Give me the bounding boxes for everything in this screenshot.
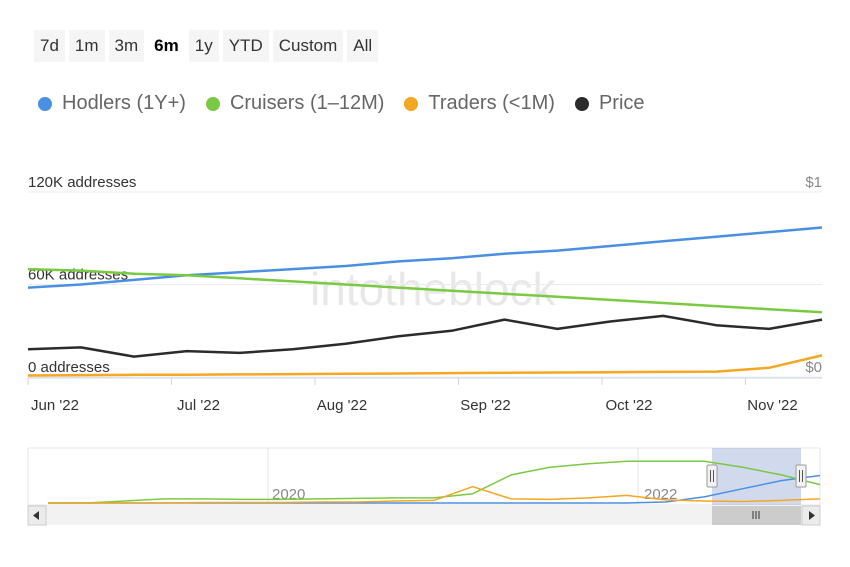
y-left-tick-label: 0 addresses bbox=[28, 359, 110, 376]
range-button-custom[interactable]: Custom bbox=[272, 30, 344, 62]
range-button-1m[interactable]: 1m bbox=[68, 30, 105, 62]
x-tick-label: Oct '22 bbox=[605, 397, 652, 414]
x-tick-label: Jun '22 bbox=[31, 397, 79, 414]
navigator-series-traders bbox=[48, 485, 821, 504]
legend-item[interactable]: Cruisers (1–12M) bbox=[205, 92, 385, 115]
legend-item[interactable]: Traders (<1M) bbox=[404, 92, 555, 115]
legend-marker bbox=[205, 96, 220, 111]
x-axis: Jun '22 Jul '22 Aug '22 Sep '22 Oct '22 Nov '… bbox=[27, 377, 822, 414]
grid bbox=[28, 191, 822, 378]
legend-label: Cruisers (1–12M) bbox=[229, 92, 385, 114]
navigator-handle-left[interactable] bbox=[706, 464, 718, 488]
x-tick-label: Nov '22 bbox=[747, 397, 797, 414]
chart-legend: Hodlers (1Y+) Cruisers (1–12M) Traders (<1… bbox=[38, 92, 645, 115]
navigator-frame bbox=[27, 447, 821, 506]
series-line-price bbox=[27, 314, 823, 358]
range-button-1y[interactable]: 1y bbox=[188, 30, 219, 62]
legend-label: Price bbox=[598, 92, 645, 114]
series-lines bbox=[27, 226, 823, 377]
range-button-3m[interactable]: 3m bbox=[108, 30, 145, 62]
series-line-traders bbox=[27, 354, 823, 377]
range-button-all[interactable]: All bbox=[347, 30, 379, 62]
legend-item[interactable]: Price bbox=[574, 92, 645, 115]
range-button-6m[interactable]: 6m bbox=[148, 30, 185, 62]
legend-marker bbox=[574, 96, 589, 111]
x-tick-label: Jul '22 bbox=[177, 397, 220, 414]
y-right-tick-label: $0 bbox=[805, 359, 822, 376]
legend-label: Traders (<1M) bbox=[428, 92, 555, 114]
chevron-left-icon bbox=[33, 511, 39, 520]
series-line-cruisers bbox=[27, 267, 823, 314]
navigator-year-label: 2020 bbox=[272, 486, 305, 503]
navigator-series-cruisers bbox=[48, 460, 821, 504]
y-left-tick-label: 120K addresses bbox=[28, 174, 136, 191]
range-button-7d[interactable]: 7d bbox=[34, 30, 65, 62]
range-button-ytd[interactable]: YTD bbox=[222, 30, 269, 62]
x-tick-label: Aug '22 bbox=[317, 397, 367, 414]
legend-marker bbox=[404, 96, 419, 111]
scrollbar-track[interactable] bbox=[28, 506, 820, 525]
chevron-right-icon bbox=[809, 511, 815, 520]
legend-label: Hodlers (1Y+) bbox=[62, 92, 186, 114]
y-right-tick-label: $1 bbox=[805, 174, 822, 191]
legend-marker bbox=[38, 96, 52, 111]
range-selector: 7d 1m 3m 6m 1y YTD Custom All bbox=[34, 30, 379, 62]
x-tick-label: Sep '22 bbox=[460, 397, 510, 414]
series-line-hodlers bbox=[27, 226, 823, 289]
navigator-handle-right[interactable] bbox=[795, 464, 807, 488]
navigator[interactable]: 2020 2022 bbox=[27, 447, 821, 526]
legend-item[interactable]: Hodlers (1Y+) bbox=[38, 92, 186, 115]
